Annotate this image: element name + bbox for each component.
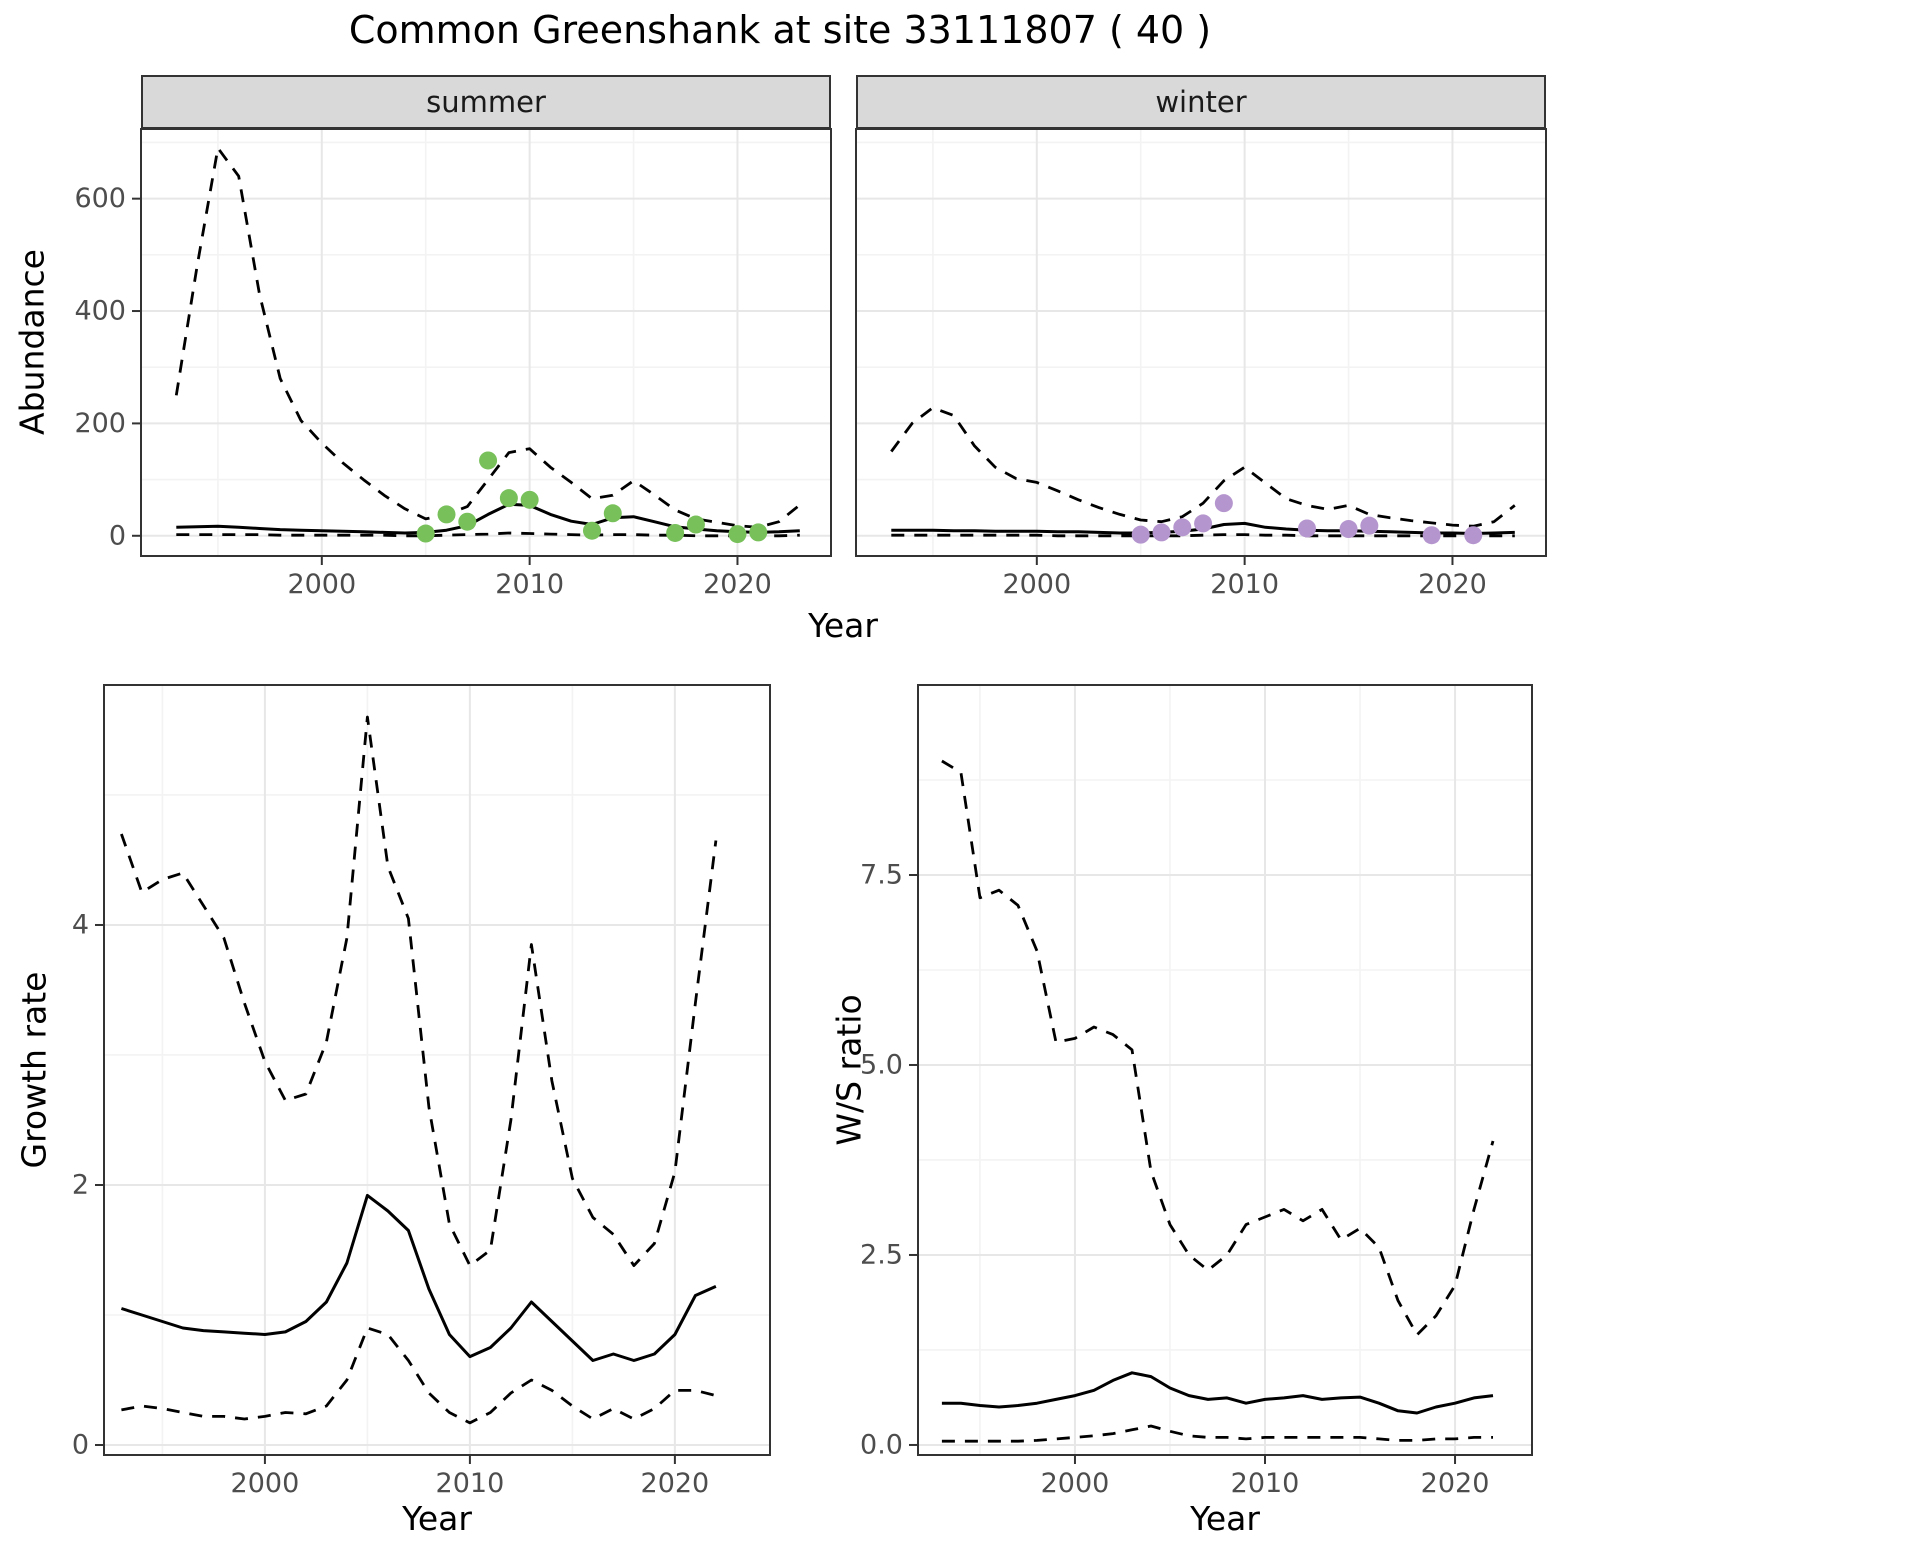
- x-axis-ticks: 2000 2010 2020: [1002, 556, 1487, 600]
- x-tick-label: 2000: [1002, 569, 1071, 600]
- series-mean: [941, 1371, 1494, 1415]
- x-tick-label: 2000: [287, 569, 356, 600]
- panel-border: [855, 128, 1547, 557]
- facet-strip-summer: summer: [141, 75, 831, 129]
- x-axis-ticks: 2000 2010 2020: [231, 1455, 710, 1499]
- facet-strip-winter: winter: [856, 75, 1546, 129]
- y-axis-title-abundance: Abundance: [12, 249, 52, 435]
- gridlines-minor: [104, 685, 770, 1455]
- panel-border: [103, 684, 771, 1456]
- y-axis-ticks: 0 2 4: [72, 909, 104, 1460]
- x-tick-label: 2010: [1231, 1468, 1300, 1499]
- gridlines-minor: [141, 129, 831, 556]
- y-tick-label: 400: [74, 296, 126, 327]
- x-tick-label: 2020: [703, 569, 772, 600]
- y-tick-label: 2.5: [860, 1239, 903, 1270]
- x-tick-label: 2000: [1041, 1468, 1110, 1499]
- series-observed_counts: [416, 451, 768, 544]
- y-axis-title-growth-rate: Growth rate: [14, 971, 54, 1169]
- series-observed_counts: [1131, 494, 1483, 545]
- y-axis-ticks: 0 200 400 600: [74, 183, 141, 551]
- y-tick-label: 2: [72, 1169, 89, 1200]
- panel-abundance_winter: 2000 2010 2020: [855, 128, 1547, 600]
- x-tick-label: 2020: [641, 1468, 710, 1499]
- series-lower_ci: [941, 1424, 1493, 1443]
- x-axis-title-year-growth: Year: [402, 1499, 472, 1538]
- y-tick-label: 600: [74, 183, 126, 214]
- series-upper_ci: [174, 146, 801, 529]
- panel-abundance_summer: 2000 2010 2020 0 200 400 600: [74, 128, 832, 600]
- x-axis-ticks: 2000 2010 2020: [1041, 1455, 1490, 1499]
- facet-label-summer: summer: [426, 85, 546, 119]
- series-upper_ci: [890, 406, 1516, 528]
- x-axis-title-year-ws: Year: [1190, 1499, 1260, 1538]
- y-tick-label: 0: [109, 520, 126, 551]
- gridlines-minor: [918, 685, 1532, 1455]
- y-tick-label: 0: [72, 1429, 89, 1460]
- y-tick-label: 5.0: [860, 1049, 903, 1080]
- series-upper_ci: [941, 759, 1495, 1337]
- y-tick-label: 0.0: [860, 1429, 903, 1460]
- y-axis-ticks: 0.0 2.5 5.0 7.5: [860, 859, 918, 1460]
- x-axis-ticks: 2000 2010 2020: [287, 556, 772, 600]
- gridlines-major: [856, 129, 1546, 556]
- facet-label-winter: winter: [1155, 85, 1247, 119]
- series-mean: [120, 1193, 717, 1362]
- y-tick-label: 4: [72, 909, 89, 940]
- series-upper_ci: [120, 715, 718, 1267]
- panel-growth: 2000 2010 2020 0 2 4: [72, 684, 771, 1499]
- y-axis-title-ws-ratio: W/S ratio: [829, 994, 869, 1146]
- x-tick-label: 2020: [1421, 1468, 1490, 1499]
- chart-title: Common Greenshank at site 33111807 ( 40 …: [348, 8, 1212, 52]
- x-axis-title-year-top: Year: [808, 606, 878, 645]
- series-lower_ci: [891, 533, 1515, 538]
- y-tick-label: 7.5: [860, 859, 903, 890]
- x-tick-label: 2010: [1210, 569, 1279, 600]
- x-tick-label: 2010: [495, 569, 564, 600]
- x-tick-label: 2010: [436, 1468, 505, 1499]
- panel-ws_ratio: 2000 2010 2020 0.0 2.5 5.0 7.5: [860, 684, 1533, 1499]
- x-tick-label: 2000: [231, 1468, 300, 1499]
- x-tick-label: 2020: [1418, 569, 1487, 600]
- panel-border: [917, 684, 1533, 1456]
- panel-border: [140, 128, 832, 557]
- series-lower_ci: [176, 531, 800, 538]
- gridlines-minor: [856, 129, 1546, 556]
- series-lower_ci: [121, 1326, 717, 1425]
- y-tick-label: 200: [74, 408, 126, 439]
- gridlines-major: [918, 685, 1532, 1455]
